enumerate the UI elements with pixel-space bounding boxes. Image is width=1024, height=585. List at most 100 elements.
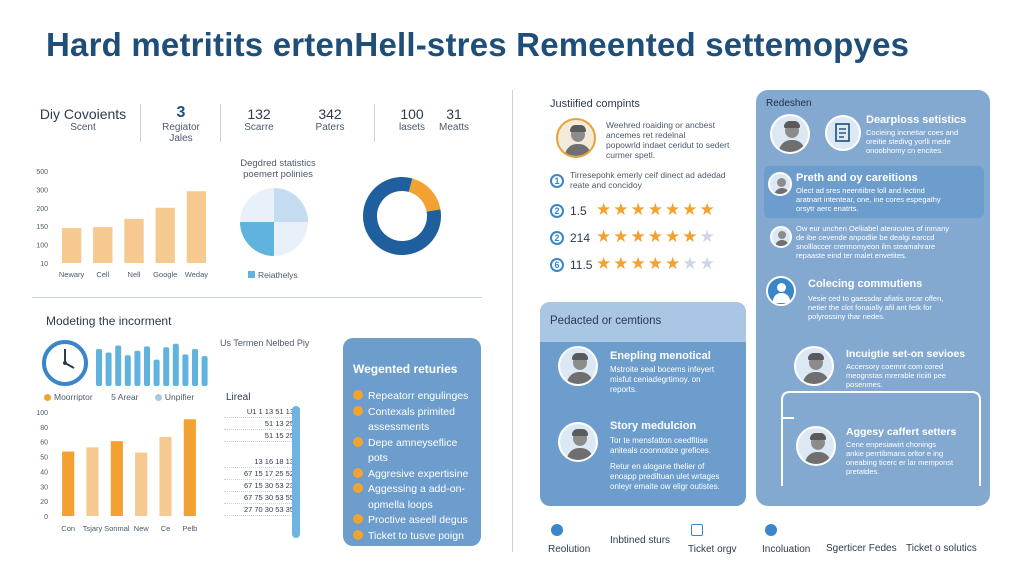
bar [62,451,75,516]
incoluation-icon [765,524,777,536]
text-line: orsytr aerc enatrts. [796,204,859,213]
note-number: 1 [550,174,564,188]
star-icon: ★ [682,227,700,246]
histogram-bar [124,355,131,386]
y-tick-label: 60 [40,440,48,447]
scrollbar[interactable] [292,406,300,538]
star-icon: ★ [699,200,717,219]
legend-dot [154,394,162,401]
text-line: polyrossiny thar nedes. [808,312,886,321]
legend-dot [44,394,51,401]
table-label: Lireal [226,392,251,403]
predicted-item-title: Enepling menotical [610,350,711,362]
legend-swatch [248,271,255,278]
star-icon: ★ [665,200,683,219]
rating-value: 11.5 [570,258,593,272]
y-tick-label: 200 [36,206,48,213]
footer-label: Incoluation [762,544,811,555]
y-tick-label: 300 [36,187,48,194]
predicted-title: Pedacted or cemtions [550,315,662,327]
star-icon: ★ [682,200,700,219]
bullet-icon [353,467,363,478]
weighted-item: Aggessing a add-on- [353,483,477,499]
text-line: posenmes. [846,380,883,389]
weighted-item-label: Ticket to tusve poign [368,529,464,542]
redesign-item-text: Ow eur unchen Oeliiabel atenicutes of in… [796,224,949,260]
modeling-legend: Moorriptor 5 Arear Unpifier [44,392,194,402]
pie-legend: Reiathelys [248,270,298,280]
footer-label: Reolution [548,544,591,555]
text-line: Retur en alogane thelier of [610,462,705,471]
bullet-icon [353,436,363,447]
star-rating: ★★★★★★★ [596,227,717,247]
pie-chart [240,188,308,256]
rating-number: 2 [550,204,564,218]
star-icon: ★ [665,227,683,246]
stat-value: 31 [446,106,462,122]
histogram-bar [153,359,160,386]
y-tick-label: 100 [36,243,48,250]
text-line: Cocieing incnetiar coes and [866,128,959,137]
footer-item-inbtined[interactable]: Inbtined sturs [610,530,670,548]
weighted-item: Aggresive expertisine [353,467,477,484]
stat-paters: 342 Paters [303,106,357,133]
bar [135,452,148,516]
text-line: ankie perrtibmans orltor e ing [846,449,944,458]
divider [140,104,141,142]
bar [86,447,99,516]
footer-item-incoluation[interactable]: Incoluation [762,524,810,557]
histogram-bar [201,356,208,386]
star-icon: ★ [630,227,648,246]
redesign-item-title: Aggesy caffert setters [846,426,957,438]
footer-item-resolution[interactable]: Reolution [548,524,590,557]
rating-row: 6 11.5 ★★★★★★★ [548,252,748,279]
text-line: oreitie stedivg yorlli mede [866,137,951,146]
divider [374,104,375,142]
bar [93,227,113,263]
histogram-bar [144,346,150,386]
text-line: snolllaccer crermomyeon ilm steamahrare [796,242,936,251]
ticket-icon [691,524,703,536]
bar [124,218,144,263]
avatar [794,346,834,386]
legend-label: Moorriptor [54,392,93,402]
footer-item-ticket-solutics[interactable]: Ticket o solutics [906,538,977,556]
rating-row: 2 1.5 ★★★★★★★ [548,198,748,225]
star-icon: ★ [613,200,631,219]
justified-note: Tirresepohk emerly ceif dinect ad adedad… [570,170,726,190]
table-row: 67 15 17 25 52 [224,468,294,480]
histogram-chart [96,343,208,386]
histogram-bar [134,350,141,386]
y-tick-label: 80 [40,425,48,432]
resolution-icon [551,524,563,536]
text-line: repaaste eind ter malet envetites. [796,251,907,260]
donut-slice [363,177,441,255]
weighted-item: Ticket to tusve poign [353,529,477,546]
x-tick-label: Newary [59,270,85,279]
bar [155,207,175,263]
stat-value: 132 [247,106,271,122]
stat-value: 342 [318,106,342,122]
star-icon: ★ [613,227,631,246]
bullet-icon [353,529,363,540]
footer-label: Ticket orgv [688,544,737,555]
footer-item-sgerticer[interactable]: Sgerticer Fedes [826,538,897,556]
text-line: Cene enpesiawirt chonings [846,440,937,449]
stat-label: lasets [398,122,426,133]
star-icon: ★ [699,254,717,273]
text-line: de ibe cevende anpodlie be dealgi earccd [796,233,935,242]
star-icon: ★ [596,200,614,219]
stat-regiator: 3 Regiator Jales [150,104,212,144]
stat-meatts: 31 Meatts [432,106,476,133]
intro-line: Weehred roaiding or ancbest [606,120,715,130]
bar-chart: 500 300 200 150 100 10 Newary Cell Nell Google Wed… [36,169,208,279]
user-icon [766,276,796,306]
table-row: 51 13 25 [224,418,294,430]
footer-item-ticket-orgv[interactable]: Ticket orgv [688,524,737,557]
y-tick-label: 150 [36,224,48,231]
clock-icon [42,340,88,386]
stat-label: Meatts [438,122,469,133]
weighted-item-label: pots [368,452,388,464]
stat-sub: Scent [70,122,96,133]
bar [183,419,196,516]
